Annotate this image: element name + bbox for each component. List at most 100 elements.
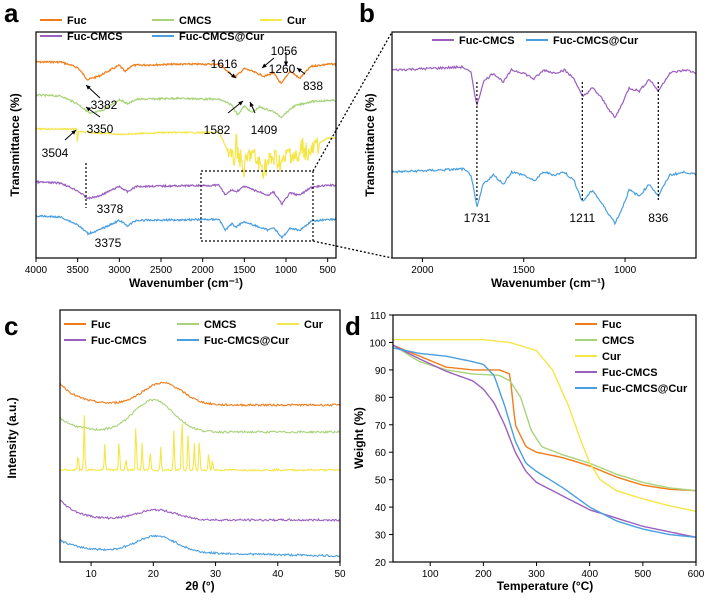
x-tick-label: 1000 <box>614 265 637 276</box>
peak-label: 1211 <box>569 211 595 225</box>
series-line-cmcs <box>35 93 337 119</box>
series-line-cur <box>35 127 337 179</box>
legend-entry-fuc: Fuc <box>602 319 622 331</box>
legend-entry-fuc-cmcs-cur: Fuc-CMCS@Cur <box>204 335 290 347</box>
annotation-arrowhead <box>283 61 289 66</box>
peak-label: 3350 <box>87 122 114 136</box>
annotation-arrowhead <box>249 102 254 107</box>
series-line-cur <box>59 415 341 472</box>
y-tick-label: 50 <box>375 476 387 487</box>
legend-entry-cur: Cur <box>304 319 324 331</box>
y-tick-label: 100 <box>369 338 386 349</box>
series-line-cmcs <box>59 398 341 435</box>
series-line-cmcs <box>392 344 697 492</box>
x-tick-label: 3500 <box>67 265 90 276</box>
series-line-fuc-cmcs <box>391 64 697 119</box>
legend-entry-fuc-cmcs-cur: Fuc-CMCS@Cur <box>179 31 265 43</box>
x-tick-label: 10 <box>86 569 98 580</box>
y-tick-label: 40 <box>375 503 387 514</box>
x-tick-label: 2000 <box>411 265 434 276</box>
y-axis-label: Intensity (a.u.) <box>5 397 19 478</box>
x-tick-label: 30 <box>210 569 222 580</box>
peak-label: 1409 <box>251 123 278 137</box>
y-axis-label: Transmittance (%) <box>8 93 22 196</box>
x-tick-label: 600 <box>688 569 705 580</box>
series-line-fuc <box>35 60 337 85</box>
panel-a: 4000 3500 3000 2500 2000 1500 1000 500 Wavenumbe… <box>4 0 337 290</box>
panel-d: 100 200 300 400 500 600 20 30 40 50 60 70 80 90 100 110… <box>345 311 705 593</box>
y-axis-label: Weight (%) <box>352 407 366 469</box>
x-tick-label: 4000 <box>25 265 48 276</box>
x-axis-label: Wavenumber (cm⁻¹) <box>129 276 243 290</box>
series-line-fuc <box>59 381 341 408</box>
series-line-fuc-cmcs-cur <box>392 347 697 538</box>
legend-entry-fuc: Fuc <box>67 15 87 27</box>
series-line-fuc-cmcs <box>392 344 697 538</box>
peak-label: 1056 <box>271 44 298 58</box>
x-tick-label: 300 <box>528 569 545 580</box>
annotation-arrowhead <box>71 130 76 135</box>
panel-b: 2000 1500 1000 Wavenumber (cm⁻¹) Transmittan… <box>359 0 697 290</box>
x-tick-label: 50 <box>334 569 346 580</box>
series-line-fuc-cmcs <box>35 179 337 206</box>
y-tick-label: 20 <box>375 558 387 569</box>
peak-label: 3382 <box>91 98 118 112</box>
legend-entry-cur: Cur <box>287 15 307 27</box>
peak-label: 1582 <box>204 123 231 137</box>
annotation-arrowhead <box>262 63 267 68</box>
x-tick-label: 100 <box>422 569 439 580</box>
series-line-fuc-cmcs <box>59 499 341 523</box>
panel-label: a <box>4 0 19 28</box>
panel-label: d <box>345 311 361 341</box>
y-tick-label: 30 <box>375 531 387 542</box>
legend-entry-fuc-cmcs: Fuc-CMCS <box>459 35 515 47</box>
series-line-cur <box>393 339 697 512</box>
x-tick-label: 500 <box>634 569 651 580</box>
x-tick-label: 2000 <box>192 265 215 276</box>
x-tick-label: 1000 <box>275 265 298 276</box>
plot-frame-d <box>392 314 697 563</box>
annotation-arrowhead <box>86 107 91 112</box>
legend-entry-fuc-cmcs-cur: Fuc-CMCS@Cur <box>553 35 639 47</box>
x-tick-label: 400 <box>581 569 598 580</box>
plot-frame-b <box>391 31 697 259</box>
legend-entry-cmcs: CMCS <box>179 15 211 27</box>
x-tick-label: 1500 <box>233 265 256 276</box>
annotation-arrowhead <box>297 68 302 73</box>
annotation-arrowhead <box>238 101 243 106</box>
y-tick-label: 80 <box>375 393 387 404</box>
zoom-region-box <box>200 170 314 242</box>
x-tick-label: 3000 <box>108 265 131 276</box>
y-tick-label: 110 <box>370 311 386 322</box>
peak-label: 3504 <box>42 146 69 160</box>
legend-entry-fuc-cmcs-cur: Fuc-CMCS@Cur <box>602 383 688 395</box>
x-axis-label: 2θ (°) <box>185 579 214 593</box>
peak-label: 836 <box>648 211 668 225</box>
zoom-connector-lines <box>312 31 393 259</box>
zoom-connector-bottom <box>312 240 393 259</box>
peak-label: 1731 <box>464 211 491 225</box>
zoom-connector-top <box>312 31 393 172</box>
plot-frame-a <box>35 31 337 259</box>
legend-entry-fuc-cmcs: Fuc-CMCS <box>91 335 147 347</box>
legend-entry-cmcs: CMCS <box>602 335 634 347</box>
annotation-arrowhead <box>86 85 91 90</box>
series-line-fuc-cmcs-cur <box>35 214 337 240</box>
y-tick-label: 90 <box>375 366 387 377</box>
peak-label: 3375 <box>95 236 122 250</box>
legend-entry-fuc: Fuc <box>91 319 111 331</box>
series-line-fuc-cmcs-cur <box>59 534 341 558</box>
peak-label: 1616 <box>211 57 238 71</box>
x-tick-label: 1500 <box>513 265 536 276</box>
x-tick-label: 200 <box>475 569 492 580</box>
x-axis-label: Wavenumber (cm⁻¹) <box>491 276 605 290</box>
legend-entry-cmcs: CMCS <box>204 319 236 331</box>
peak-label: 838 <box>303 79 323 93</box>
panel-label: c <box>4 311 18 341</box>
x-tick-label: 500 <box>319 265 336 276</box>
panel-c: 10 20 30 40 50 2θ (°) Intensity (a.u.) c Fuc CMCS… <box>4 309 346 593</box>
peak-label: 3378 <box>97 202 124 216</box>
y-tick-label: 60 <box>375 448 387 459</box>
peak-label: 1260 <box>269 62 296 76</box>
